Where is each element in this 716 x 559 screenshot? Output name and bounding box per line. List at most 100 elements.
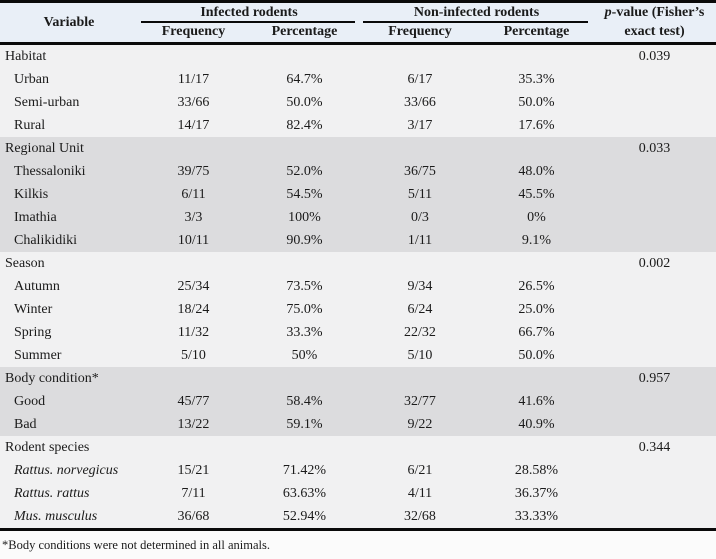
empty-cell — [360, 436, 480, 459]
column-header-pvalue: p-value (Fisher’s exact test) — [593, 1, 716, 44]
empty-cell — [593, 275, 716, 298]
percentage-infected: 100% — [249, 206, 360, 229]
column-header-frequency-infected: Frequency — [138, 22, 249, 44]
frequency-infected: 6/11 — [138, 183, 249, 206]
rodent-infection-table: Variable Infected rodents Non-infected r… — [0, 0, 716, 530]
section-header-row: Body condition* 0.957 — [0, 367, 716, 390]
percentage-infected: 71.42% — [249, 459, 360, 482]
p-value: 0.957 — [593, 367, 716, 390]
row-label: Kilkis — [0, 183, 138, 206]
pvalue-italic-p: p — [604, 5, 612, 21]
empty-cell — [593, 183, 716, 206]
pvalue-label-line2: exact test) — [624, 23, 685, 39]
p-value: 0.002 — [593, 252, 716, 275]
empty-cell — [360, 367, 480, 390]
percentage-noninfected: 50.0% — [480, 91, 593, 114]
empty-cell — [593, 344, 716, 367]
percentage-infected: 52.94% — [249, 505, 360, 530]
column-header-variable: Variable — [0, 1, 138, 44]
percentage-infected: 73.5% — [249, 275, 360, 298]
percentage-noninfected: 40.9% — [480, 413, 593, 436]
table-row: Summer 5/10 50% 5/10 50.0% — [0, 344, 716, 367]
table-row: Good 45/77 58.4% 32/77 41.6% — [0, 390, 716, 413]
empty-cell — [360, 137, 480, 160]
empty-cell — [593, 321, 716, 344]
row-label: Summer — [0, 344, 138, 367]
percentage-noninfected: 0% — [480, 206, 593, 229]
header-row-subcolumns: Frequency Percentage Frequency Percentag… — [0, 22, 716, 44]
table-row: Bad 13/22 59.1% 9/22 40.9% — [0, 413, 716, 436]
frequency-noninfected: 9/34 — [360, 275, 480, 298]
percentage-noninfected: 50.0% — [480, 344, 593, 367]
column-header-frequency-noninfected: Frequency — [360, 22, 480, 44]
table-row: Kilkis 6/11 54.5% 5/11 45.5% — [0, 183, 716, 206]
section-header-row: Rodent species 0.344 — [0, 436, 716, 459]
percentage-noninfected: 33.33% — [480, 505, 593, 530]
empty-cell — [249, 436, 360, 459]
empty-cell — [480, 43, 593, 68]
percentage-infected: 90.9% — [249, 229, 360, 252]
column-group-infected-rodents: Infected rodents — [138, 1, 360, 23]
table-row: Rattus. rattus 7/11 63.63% 4/11 36.37% — [0, 482, 716, 505]
empty-cell — [593, 390, 716, 413]
frequency-noninfected: 5/11 — [360, 183, 480, 206]
empty-cell — [480, 252, 593, 275]
table-header: Variable Infected rodents Non-infected r… — [0, 1, 716, 44]
section-name: Rodent species — [0, 436, 138, 459]
section-name: Season — [0, 252, 138, 275]
frequency-infected: 25/34 — [138, 275, 249, 298]
table-row: Semi-urban 33/66 50.0% 33/66 50.0% — [0, 91, 716, 114]
percentage-noninfected: 28.58% — [480, 459, 593, 482]
percentage-noninfected: 35.3% — [480, 68, 593, 91]
frequency-noninfected: 0/3 — [360, 206, 480, 229]
percentage-noninfected: 17.6% — [480, 114, 593, 137]
empty-cell — [249, 367, 360, 390]
frequency-noninfected: 6/21 — [360, 459, 480, 482]
frequency-infected: 18/24 — [138, 298, 249, 321]
column-header-percentage-infected: Percentage — [249, 22, 360, 44]
percentage-noninfected: 26.5% — [480, 275, 593, 298]
percentage-noninfected: 25.0% — [480, 298, 593, 321]
row-label: Imathia — [0, 206, 138, 229]
empty-cell — [593, 413, 716, 436]
percentage-infected: 52.0% — [249, 160, 360, 183]
empty-cell — [249, 43, 360, 68]
empty-cell — [593, 114, 716, 137]
section-header-row: Regional Unit 0.033 — [0, 137, 716, 160]
frequency-infected: 11/17 — [138, 68, 249, 91]
empty-cell — [593, 160, 716, 183]
frequency-infected: 11/32 — [138, 321, 249, 344]
percentage-noninfected: 45.5% — [480, 183, 593, 206]
percentage-infected: 75.0% — [249, 298, 360, 321]
row-label: Winter — [0, 298, 138, 321]
empty-cell — [593, 505, 716, 530]
row-label: Chalikidiki — [0, 229, 138, 252]
table-row: Autumn 25/34 73.5% 9/34 26.5% — [0, 275, 716, 298]
empty-cell — [360, 252, 480, 275]
empty-cell — [360, 43, 480, 68]
row-label: Rural — [0, 114, 138, 137]
empty-cell — [249, 137, 360, 160]
empty-cell — [593, 298, 716, 321]
p-value: 0.344 — [593, 436, 716, 459]
empty-cell — [593, 206, 716, 229]
row-label: Thessaloniki — [0, 160, 138, 183]
empty-cell — [138, 436, 249, 459]
section-header-row: Habitat 0.039 — [0, 43, 716, 68]
percentage-noninfected: 36.37% — [480, 482, 593, 505]
frequency-noninfected: 36/75 — [360, 160, 480, 183]
empty-cell — [249, 252, 360, 275]
percentage-noninfected: 66.7% — [480, 321, 593, 344]
row-label: Bad — [0, 413, 138, 436]
empty-cell — [593, 459, 716, 482]
table-row: Spring 11/32 33.3% 22/32 66.7% — [0, 321, 716, 344]
table-row: Mus. musculus 36/68 52.94% 32/68 33.33% — [0, 505, 716, 530]
percentage-infected: 33.3% — [249, 321, 360, 344]
frequency-noninfected: 5/10 — [360, 344, 480, 367]
row-label: Semi-urban — [0, 91, 138, 114]
table-row: Chalikidiki 10/11 90.9% 1/11 9.1% — [0, 229, 716, 252]
empty-cell — [593, 482, 716, 505]
frequency-noninfected: 4/11 — [360, 482, 480, 505]
section-name: Habitat — [0, 43, 138, 68]
